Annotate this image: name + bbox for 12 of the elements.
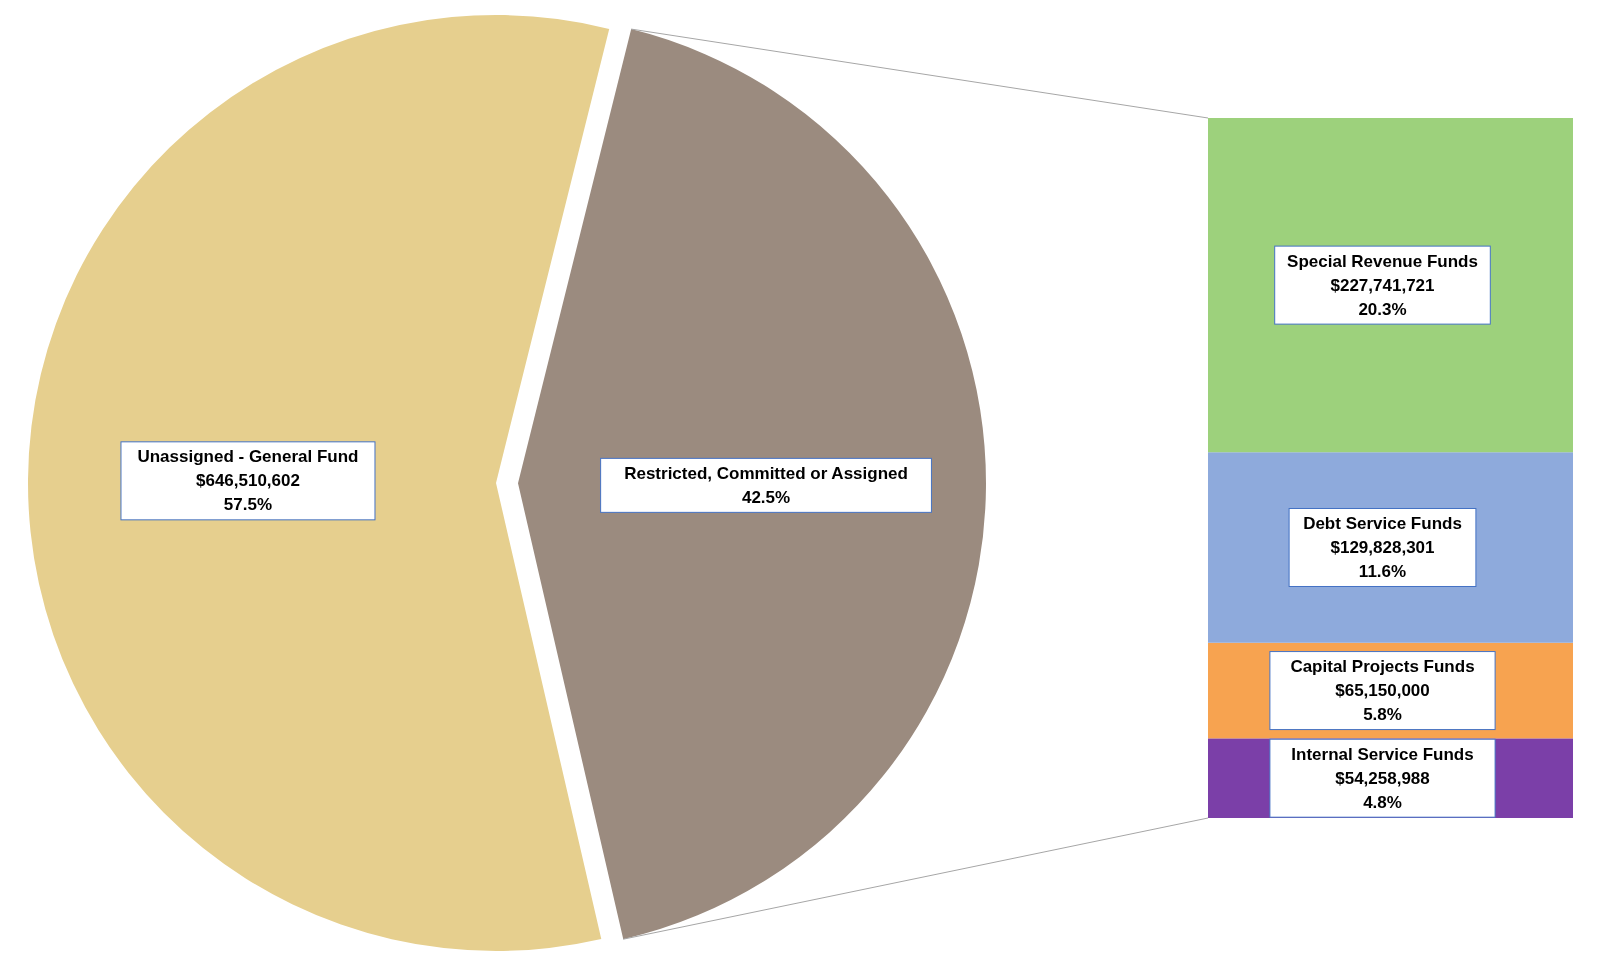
slice-label: Unassigned - General Fund — [137, 447, 359, 467]
series-label: Special Revenue Funds — [1287, 251, 1478, 271]
data-label: $227,741,721 20.3% — [1330, 275, 1435, 319]
data-label: $646,510,602 57.5% — [195, 471, 300, 515]
data-label: $129,828,301 11.6% — [1330, 537, 1435, 581]
data-label: $54,258,988 4.8% — [1335, 768, 1430, 812]
data-label: 42.5% — [741, 487, 791, 507]
series-label: Capital Projects Funds — [1290, 657, 1475, 677]
series-label: Debt Service Funds — [1303, 513, 1462, 533]
series-label: Internal Service Funds — [1291, 744, 1474, 764]
slice-label: Restricted, Committed or Assigned — [624, 463, 908, 483]
data-label: $65,150,000 5.8% — [1335, 681, 1430, 725]
